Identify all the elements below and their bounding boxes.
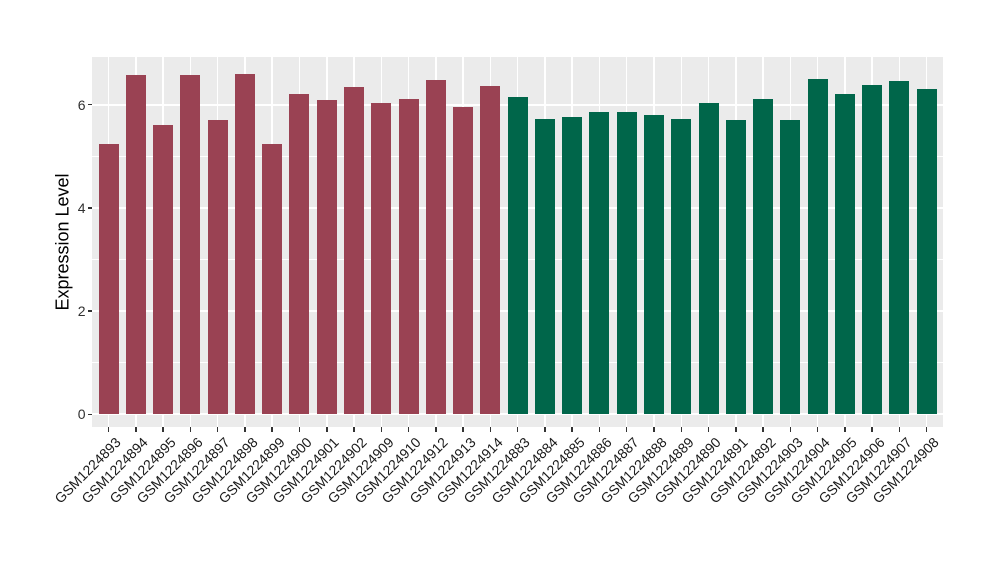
x-tick: [571, 427, 573, 432]
x-tick: [189, 427, 192, 432]
bar: [753, 98, 774, 415]
x-tick: [516, 427, 519, 432]
y-tick-label: 2: [77, 303, 86, 320]
x-tick: [162, 427, 164, 432]
bar: [889, 80, 910, 415]
y-tick-label: 6: [77, 96, 86, 113]
x-tick: [871, 427, 873, 432]
x-tick: [271, 427, 273, 432]
bar: [807, 79, 828, 415]
y-tick: [87, 310, 92, 312]
x-tick: [326, 427, 328, 432]
x-tick: [353, 427, 355, 432]
bar: [125, 75, 146, 415]
x-tick: [789, 427, 792, 432]
x-tick: [898, 427, 901, 432]
x-tick: [844, 427, 846, 432]
bar: [780, 120, 801, 415]
x-tick: [625, 427, 628, 432]
x-tick: [380, 427, 383, 432]
bar: [562, 116, 583, 415]
y-tick: [87, 413, 92, 416]
x-tick: [735, 427, 737, 432]
x-tick: [816, 427, 819, 432]
bar: [725, 120, 746, 415]
x-tick: [925, 427, 928, 432]
bar: [180, 75, 201, 415]
bar: [916, 89, 937, 415]
bar: [671, 119, 692, 415]
bar: [234, 74, 255, 415]
x-tick: [407, 427, 410, 432]
bar: [480, 85, 501, 415]
bar: [453, 107, 474, 415]
bar: [262, 144, 283, 415]
x-tick: [598, 427, 601, 432]
bar: [398, 98, 419, 415]
x-tick: [680, 427, 683, 432]
bar: [371, 103, 392, 415]
x-tick: [244, 427, 246, 432]
y-axis-title: Expression Level: [52, 173, 73, 311]
y-tick-label: 4: [77, 199, 86, 216]
y-tick: [87, 103, 92, 106]
bar: [153, 125, 174, 415]
x-tick: [435, 427, 437, 432]
x-tick: [489, 427, 492, 432]
bar: [98, 144, 119, 415]
bar: [316, 99, 337, 415]
x-tick: [544, 427, 546, 432]
bar: [507, 97, 528, 415]
bar: [616, 111, 637, 415]
bar: [644, 115, 664, 415]
bar: [425, 80, 446, 415]
bar: [534, 119, 555, 415]
bar: [207, 119, 228, 415]
x-tick: [762, 427, 764, 432]
bar: [862, 84, 883, 415]
y-tick: [87, 207, 92, 209]
bar: [834, 93, 855, 415]
x-tick: [298, 427, 301, 432]
x-tick: [107, 427, 110, 432]
bar: [589, 111, 610, 415]
x-tick: [462, 427, 464, 432]
bar: [344, 86, 365, 415]
x-tick: [707, 427, 710, 432]
x-tick: [216, 427, 219, 432]
bar: [289, 94, 310, 415]
bar: [698, 102, 719, 415]
y-tick-label: 0: [77, 406, 86, 423]
x-tick: [653, 427, 655, 432]
x-tick: [135, 427, 137, 432]
